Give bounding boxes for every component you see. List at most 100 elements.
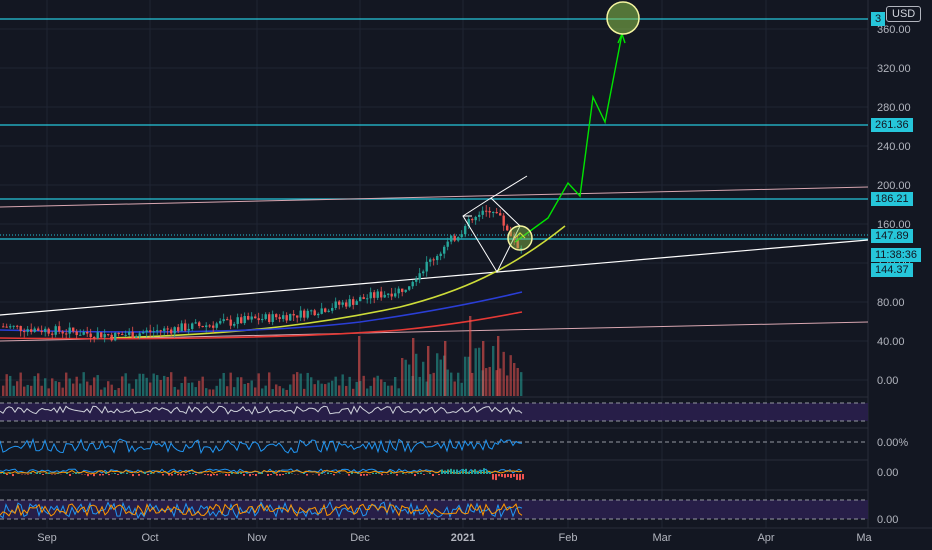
candle-body <box>201 325 204 328</box>
macd-hist-bar <box>252 474 254 475</box>
macd-hist-bar <box>414 474 416 477</box>
volume-bar <box>54 381 57 396</box>
volume-bar <box>271 389 274 396</box>
volume-bar <box>467 356 470 396</box>
volume-bar <box>26 384 29 396</box>
time-axis[interactable]: Sep Oct Nov Dec 2021 Feb Mar Apr Ma <box>37 532 872 544</box>
macd-hist-bar <box>495 474 497 481</box>
candle-body <box>243 316 246 324</box>
volume-bar <box>495 370 498 396</box>
macd-hist-bar <box>378 473 380 474</box>
volume-bar <box>471 372 474 396</box>
volume-bar <box>16 381 19 396</box>
candle-body <box>359 297 362 302</box>
macd-hist-bar <box>75 472 77 474</box>
key-levels[interactable] <box>0 18 868 240</box>
macd-hist-bar <box>441 469 443 474</box>
candle-body <box>352 299 355 305</box>
candle-body <box>114 332 117 341</box>
volume-bar <box>348 376 351 396</box>
candle-body <box>212 325 215 328</box>
volume-bar <box>219 378 222 396</box>
candle-body <box>173 327 176 334</box>
ma-red <box>0 311 523 340</box>
volume-bar <box>79 383 82 396</box>
macd-hist-bar <box>504 474 506 478</box>
channel-lower-line <box>0 321 869 342</box>
volume-bar <box>299 373 302 396</box>
macd-pane <box>0 468 524 481</box>
macd-hist-bar <box>69 474 71 476</box>
volume-bar <box>124 373 127 396</box>
macd-hist-bar <box>225 474 227 476</box>
candle-body <box>26 329 29 332</box>
candle-body <box>317 313 320 316</box>
candle-body <box>226 319 229 321</box>
currency-button[interactable]: USD <box>886 6 922 22</box>
candle-body <box>75 331 78 336</box>
volume-bar <box>345 385 348 396</box>
candle-body <box>327 310 330 312</box>
candle-body <box>474 216 477 221</box>
volume-bar <box>131 388 134 396</box>
macd-hist-bar <box>105 472 107 474</box>
volume-bar <box>212 389 215 396</box>
volume-bar <box>397 388 400 396</box>
volume-spike <box>469 316 472 396</box>
macd-hist-bar <box>387 474 389 475</box>
candle-body <box>257 318 260 321</box>
time-tick-label: Dec <box>350 532 370 544</box>
volume-bar <box>390 385 393 396</box>
projection-path[interactable] <box>507 1 640 251</box>
candle-body <box>464 226 467 235</box>
candle-body <box>460 234 463 238</box>
volume-bar <box>516 367 519 396</box>
volume-bar <box>369 385 372 396</box>
macd-hist-bar <box>267 474 269 476</box>
candle-body <box>450 235 453 242</box>
volume-bar <box>44 378 47 396</box>
volume-spike <box>444 341 447 396</box>
macd-hist-bar <box>468 471 470 474</box>
candle-body <box>373 292 376 298</box>
volume-bar <box>303 388 306 396</box>
macd-hist-bar <box>366 474 368 476</box>
macd-hist-bar <box>513 474 515 477</box>
candle-body <box>138 333 141 337</box>
macd-hist-bar <box>186 474 188 475</box>
volume-bar <box>177 389 180 396</box>
candle-body <box>516 240 519 249</box>
macd-hist-bar <box>27 474 29 475</box>
stochastic-pane <box>0 499 868 520</box>
volume-bar <box>152 373 155 396</box>
volume-bar <box>275 384 278 396</box>
volume-bar <box>37 373 40 396</box>
candle-body <box>457 237 460 241</box>
support-trendline <box>0 239 869 316</box>
candle-body <box>65 333 68 335</box>
volume-bar <box>184 376 187 396</box>
candle-body <box>488 210 491 213</box>
volume-bar <box>499 368 502 396</box>
price-tick-label: 240.00 <box>877 141 911 153</box>
volume-bar <box>429 374 432 396</box>
macd-hist-bar <box>174 472 176 474</box>
trendlines[interactable] <box>0 186 869 342</box>
candle-body <box>306 310 309 318</box>
volume-bar <box>191 382 194 396</box>
volume-bar <box>334 376 337 396</box>
macd-hist-bar <box>144 472 146 474</box>
macd-hist-bar <box>177 474 179 476</box>
volume-bar <box>289 384 292 396</box>
osc3-axis-label: 0.00 <box>877 467 898 479</box>
volume-bar <box>89 385 92 396</box>
volume-bar <box>86 381 89 396</box>
candle-body <box>376 291 379 298</box>
candle-body <box>149 330 152 332</box>
candle-body <box>362 297 365 300</box>
macd-hist-bar <box>78 473 80 474</box>
candle-body <box>285 315 288 321</box>
macd-hist-bar <box>423 474 425 475</box>
volume-bar <box>170 372 173 396</box>
